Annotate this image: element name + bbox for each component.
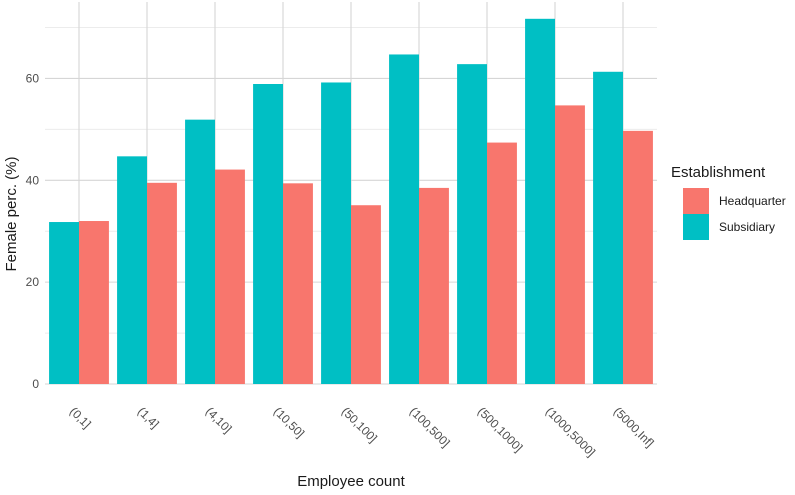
y-tick-label: 40 (26, 173, 40, 187)
bar-subsidiary-8 (593, 71, 623, 385)
bar-subsidiary-1 (117, 156, 147, 384)
y-axis-title: Female perc. (%) (3, 156, 20, 271)
bar-headquarter-5 (419, 187, 449, 384)
legend-label: Headquarter (719, 194, 786, 208)
bar-headquarter-0 (79, 221, 109, 384)
x-axis-ticks: (0,1] (1,4] (4,10] (10,50] (50,100] (100,500]… (67, 404, 657, 459)
bar-headquarter-1 (147, 182, 177, 384)
y-axis-ticks: 0 20 40 60 (26, 71, 40, 391)
x-tick-label: (1000,5000] (543, 404, 598, 459)
legend-label: Subsidiary (719, 220, 775, 234)
y-tick-label: 20 (26, 275, 40, 289)
legend-key (683, 188, 709, 214)
bar-subsidiary-4 (321, 82, 351, 384)
bar-subsidiary-3 (253, 84, 283, 384)
legend-items: Headquarter Subsidiary (683, 188, 786, 240)
bar-headquarter-4 (351, 205, 381, 384)
legend-key (683, 214, 709, 240)
x-axis-title: Employee count (297, 473, 405, 490)
bar-subsidiary-5 (389, 54, 419, 384)
x-tick-label: (50,100] (339, 404, 380, 445)
bar-headquarter-8 (623, 130, 653, 384)
x-tick-label: (100,500] (407, 404, 453, 450)
x-tick-label: (5000,Inf] (611, 404, 657, 450)
bar-subsidiary-2 (185, 119, 215, 384)
y-tick-label: 0 (32, 377, 39, 391)
bar-subsidiary-7 (525, 18, 555, 384)
y-tick-label: 60 (26, 71, 40, 85)
x-tick-label: (1,4] (135, 404, 162, 431)
x-tick-label: (500,1000] (475, 404, 525, 454)
x-tick-label: (10,50] (271, 404, 307, 440)
bar-headquarter-6 (487, 142, 517, 384)
bars (49, 18, 653, 385)
x-tick-label: (4,10] (203, 404, 235, 436)
bar-headquarter-2 (215, 169, 245, 384)
x-tick-label: (0,1] (67, 404, 94, 431)
bar-headquarter-3 (283, 183, 313, 384)
bar-subsidiary-0 (49, 222, 79, 384)
bar-headquarter-7 (555, 105, 585, 385)
bar-subsidiary-6 (457, 64, 487, 384)
legend-title: Establishment (671, 164, 766, 181)
legend: Establishment Headquarter Subsidiary (671, 164, 786, 240)
